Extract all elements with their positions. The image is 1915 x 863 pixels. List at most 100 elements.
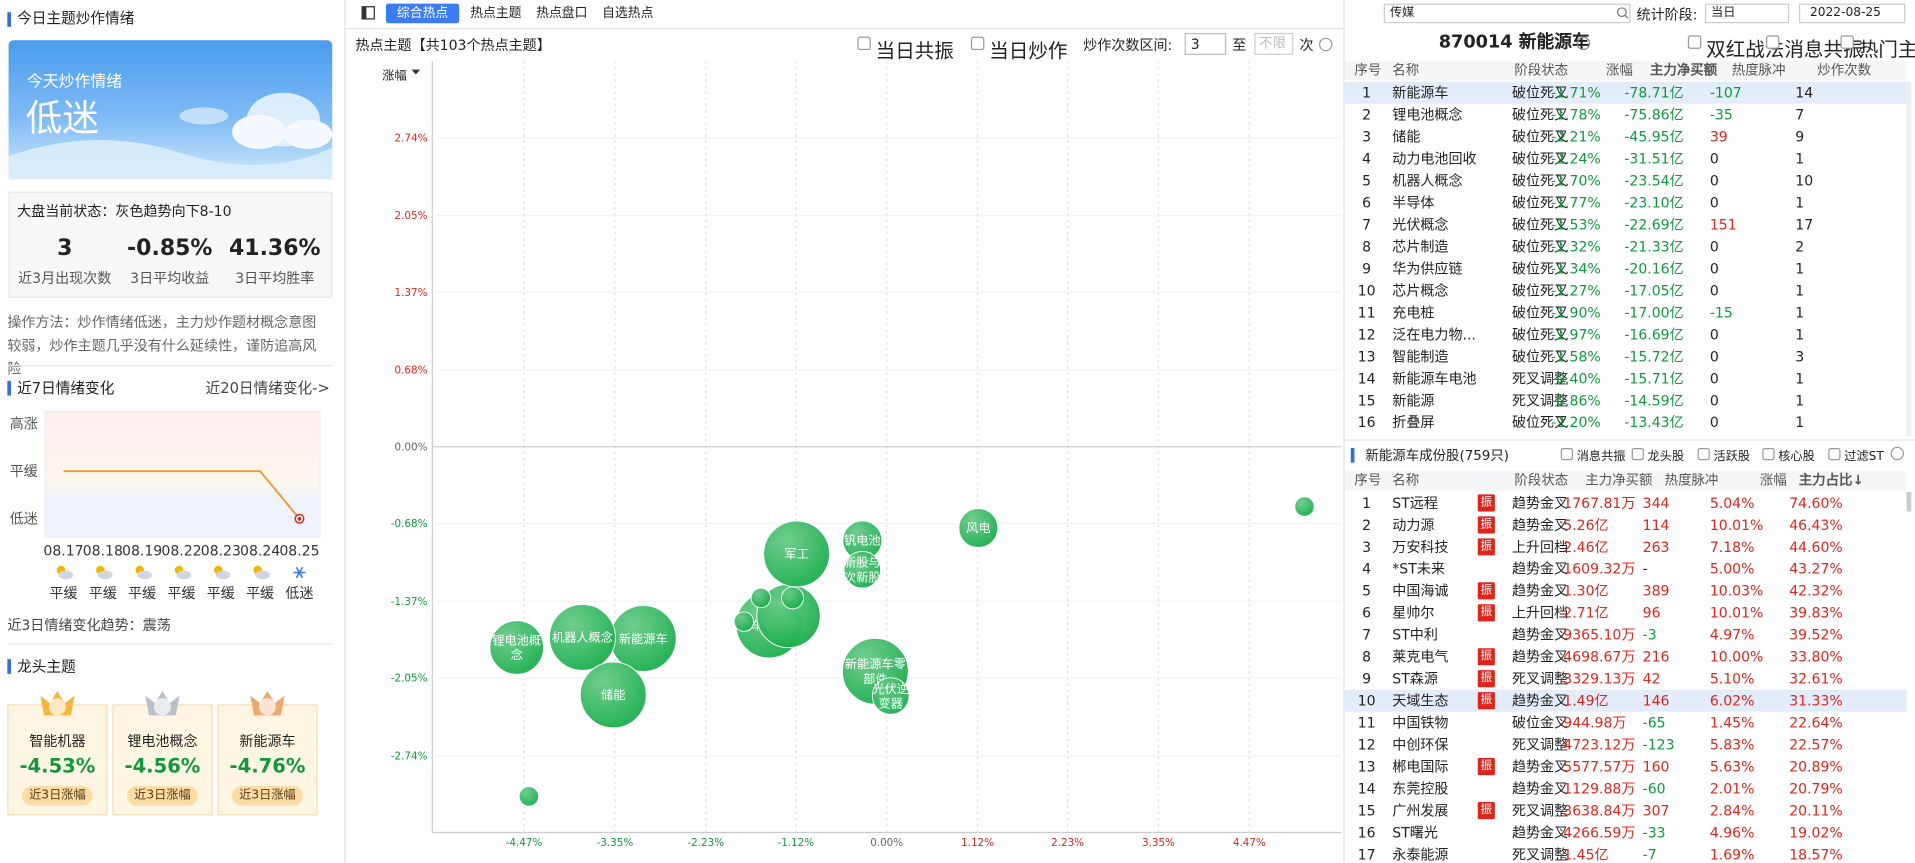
leader-name: 新能源车 bbox=[239, 732, 296, 750]
checkbox[interactable] bbox=[1687, 35, 1702, 49]
bubble-label-line: 机器人概念 bbox=[552, 630, 613, 645]
table-cell: 泛在电力物... bbox=[1392, 325, 1476, 344]
checkbox-label[interactable]: 当日炒作 bbox=[989, 39, 1068, 63]
table-cell: 4723.12万 bbox=[1563, 736, 1636, 754]
snow-stroke bbox=[295, 566, 304, 579]
checkbox[interactable] bbox=[1762, 447, 1775, 461]
table-cell: 6.02% bbox=[1709, 692, 1755, 710]
tab[interactable]: 热点盘口 bbox=[536, 6, 588, 21]
table-cell: -1.77% bbox=[1551, 194, 1601, 212]
checkbox[interactable] bbox=[970, 36, 985, 51]
checkbox-label[interactable]: 双红战法 bbox=[1706, 37, 1785, 62]
column-header[interactable]: 热度脉冲 bbox=[1664, 472, 1719, 489]
trend-link[interactable]: 近20日情绪变化-> bbox=[205, 379, 330, 397]
column-header[interactable]: 序号 bbox=[1354, 472, 1382, 489]
table-cell: 9 bbox=[1362, 260, 1372, 278]
scatter-chart: -4.47% -3.35% -2.23% -1.12% 0.00% 1.12% 2.23% 3… bbox=[391, 61, 1341, 849]
range-from[interactable]: 3 bbox=[1184, 32, 1227, 55]
checkbox-label[interactable]: 龙头股 bbox=[1647, 450, 1685, 464]
table-cell: 5.04% bbox=[1709, 494, 1755, 512]
table-cell: -21.33亿 bbox=[1624, 238, 1684, 256]
trend-mood: 平缓 bbox=[167, 586, 195, 602]
left-panel bbox=[0, 0, 346, 863]
market-state: 大盘当前状态：灰色趋势向下8-10 bbox=[17, 202, 232, 220]
column-header[interactable]: 主力净买额 bbox=[1649, 62, 1718, 79]
checkbox-label[interactable]: 热门主题 bbox=[1858, 37, 1915, 62]
checkbox[interactable] bbox=[1631, 447, 1644, 461]
table-cell: 破位死叉 bbox=[1511, 347, 1569, 365]
tab[interactable]: 综合热点 bbox=[385, 3, 460, 24]
tab[interactable]: 自选热点 bbox=[602, 6, 654, 21]
checkbox-label[interactable]: 核心股 bbox=[1778, 450, 1815, 464]
table-cell: 趋势金叉 bbox=[1511, 692, 1569, 710]
table-cell: 上升回档 bbox=[1511, 538, 1569, 556]
table-cell: 光伏概念 bbox=[1392, 216, 1449, 234]
checkbox[interactable] bbox=[1765, 35, 1780, 49]
checkbox[interactable] bbox=[1697, 447, 1710, 461]
table-cell: 万安科技 bbox=[1392, 538, 1449, 556]
column-header[interactable]: 热度脉冲 bbox=[1731, 62, 1786, 79]
column-header[interactable]: 炒作次数 bbox=[1817, 62, 1872, 79]
tab[interactable]: 热点主题 bbox=[470, 6, 522, 21]
table-cell: 4 bbox=[1362, 150, 1372, 168]
bubble-label: 储能 bbox=[601, 687, 625, 702]
table-cell: 0 bbox=[1709, 413, 1719, 431]
table-cell: 10.01% bbox=[1709, 604, 1764, 622]
period-select[interactable]: 当日 bbox=[1704, 3, 1790, 24]
table-cell: 4 bbox=[1362, 560, 1372, 578]
checkbox-label[interactable]: 消息共振 bbox=[1576, 450, 1626, 464]
column-header[interactable]: 阶段状态 bbox=[1514, 62, 1569, 79]
date-box[interactable]: 2022-08-25 bbox=[1798, 3, 1906, 24]
bubble-shine bbox=[958, 508, 998, 548]
column-header[interactable]: 名称 bbox=[1392, 472, 1420, 489]
bubble-group bbox=[781, 586, 805, 610]
checkbox-label[interactable]: 过滤ST bbox=[1844, 450, 1884, 464]
table-cell: 0 bbox=[1709, 281, 1719, 300]
column-header[interactable]: 主力净买额 bbox=[1585, 472, 1653, 489]
bubble-group: 新能源车 bbox=[609, 605, 677, 672]
column-header[interactable]: 阶段状态 bbox=[1514, 472, 1569, 489]
table-cell: 9365.10万 bbox=[1563, 626, 1636, 644]
table-cell: 1.45% bbox=[1709, 714, 1755, 732]
trend-chart: 高涨平缓低迷08.17平缓08.18平缓08.19平缓08.22平缓08.23平… bbox=[10, 410, 321, 602]
table-cell: 1 bbox=[1795, 194, 1805, 212]
bubble-group bbox=[1294, 496, 1315, 517]
bubble-group: 风电 bbox=[958, 507, 999, 549]
column-header[interactable]: 涨幅 bbox=[1606, 62, 1633, 79]
help-icon bbox=[1890, 446, 1905, 461]
theme-title: 870014 新能源车 bbox=[1438, 32, 1590, 53]
trend-date: 08.18 bbox=[83, 543, 123, 559]
column-header[interactable]: 主力占比↓ bbox=[1798, 472, 1864, 489]
trend-date: 08.24 bbox=[240, 543, 280, 559]
table-cell: -15.72亿 bbox=[1624, 347, 1684, 365]
checkbox[interactable] bbox=[1560, 447, 1574, 461]
panel-toggle[interactable] bbox=[361, 6, 375, 20]
section-marker bbox=[7, 12, 11, 27]
table-cell: 破位死叉 bbox=[1511, 216, 1569, 234]
checkbox[interactable] bbox=[1828, 447, 1841, 461]
table-cell: 151 bbox=[1709, 216, 1737, 234]
table-cell: 8 bbox=[1362, 648, 1372, 666]
table-cell: 1.49亿 bbox=[1563, 692, 1609, 710]
table-cell: 4698.67万 bbox=[1563, 648, 1636, 666]
column-header[interactable]: 涨幅 bbox=[1759, 472, 1787, 489]
sort-label[interactable]: 涨幅 bbox=[382, 69, 407, 84]
table-cell: 1609.32万 bbox=[1563, 560, 1636, 578]
section-divider bbox=[1344, 439, 1915, 441]
search-box[interactable]: 传媒 bbox=[1383, 3, 1631, 24]
table-cell: 17 bbox=[1795, 216, 1814, 234]
stat-value: -0.85% bbox=[127, 235, 213, 262]
range-to[interactable]: 不限 bbox=[1254, 32, 1294, 55]
table-cell: 1 bbox=[1795, 325, 1805, 344]
checkbox-label[interactable]: 活跃股 bbox=[1713, 450, 1751, 464]
table-cell: 7.18% bbox=[1709, 538, 1755, 556]
checkbox[interactable] bbox=[1840, 35, 1854, 49]
table-cell: 破位死叉 bbox=[1511, 281, 1569, 300]
y-tick-label: 2.74% bbox=[395, 132, 428, 144]
scrollbar-thumb bbox=[1906, 491, 1912, 512]
checkbox[interactable] bbox=[857, 36, 871, 51]
table-cell: 7 bbox=[1362, 216, 1372, 234]
column-header[interactable]: 序号 bbox=[1354, 62, 1382, 79]
column-header[interactable]: 名称 bbox=[1392, 62, 1420, 79]
checkbox-label[interactable]: 当日共振 bbox=[875, 39, 954, 63]
